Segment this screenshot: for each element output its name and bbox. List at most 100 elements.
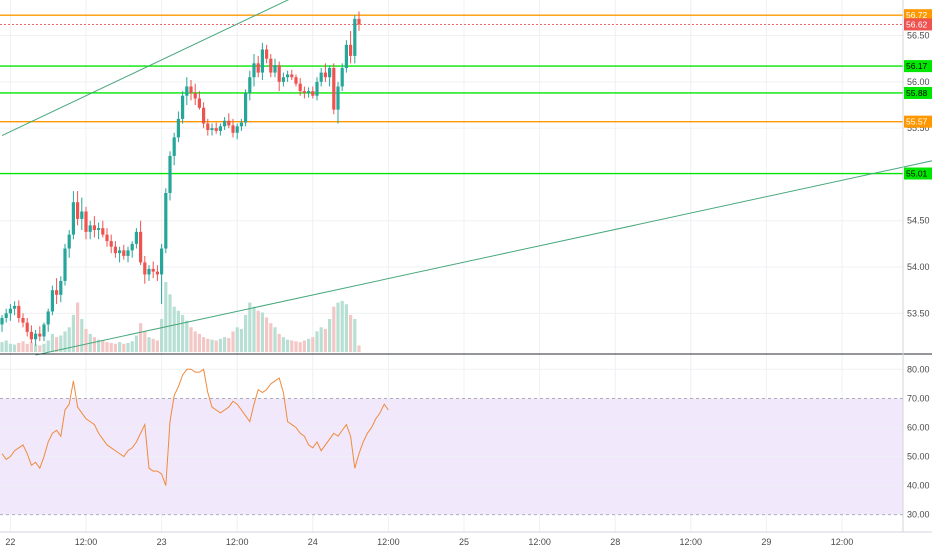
candle[interactable] bbox=[189, 80, 193, 101]
candle[interactable] bbox=[92, 216, 96, 238]
candle[interactable] bbox=[244, 89, 248, 127]
candle[interactable] bbox=[59, 276, 63, 303]
time-axis[interactable]: 22 12:00 23 12:00 24 12:00 25 12:00 28 12:00 29 12:… bbox=[0, 531, 932, 547]
candle[interactable] bbox=[13, 301, 17, 316]
rsi-tick-label: 40.00 bbox=[907, 481, 930, 491]
candle[interactable] bbox=[302, 86, 306, 99]
candle[interactable] bbox=[63, 243, 67, 286]
candle[interactable] bbox=[256, 55, 260, 78]
candle[interactable] bbox=[34, 330, 38, 346]
candle[interactable] bbox=[214, 122, 218, 134]
candle[interactable] bbox=[239, 118, 243, 131]
candle[interactable] bbox=[80, 197, 84, 230]
candle[interactable] bbox=[113, 241, 117, 258]
candle[interactable] bbox=[248, 70, 252, 101]
candle[interactable] bbox=[143, 255, 147, 284]
candle[interactable] bbox=[197, 91, 201, 110]
candle[interactable] bbox=[281, 72, 285, 87]
candle[interactable] bbox=[311, 86, 315, 99]
candle[interactable] bbox=[269, 54, 273, 78]
volume-bar bbox=[235, 327, 239, 352]
candle[interactable] bbox=[298, 78, 302, 96]
volume-bar bbox=[71, 314, 75, 352]
candle-body bbox=[202, 107, 206, 124]
candle-body bbox=[172, 137, 176, 156]
candle[interactable] bbox=[223, 117, 227, 130]
candle[interactable] bbox=[336, 81, 340, 124]
candle[interactable] bbox=[168, 151, 172, 201]
candle[interactable] bbox=[134, 228, 138, 249]
candle[interactable] bbox=[353, 15, 357, 64]
candle[interactable] bbox=[122, 244, 126, 260]
price-axis[interactable]: 53.50 54.00 54.50 55.50 56.00 56.50 30.00 40.00… bbox=[0, 0, 932, 532]
volume-bar bbox=[118, 342, 122, 352]
candle[interactable] bbox=[97, 222, 101, 240]
candle[interactable] bbox=[231, 118, 235, 138]
candle[interactable] bbox=[38, 326, 42, 342]
candle[interactable] bbox=[8, 304, 12, 321]
candle[interactable] bbox=[357, 11, 361, 31]
candle[interactable] bbox=[25, 317, 29, 337]
candle[interactable] bbox=[273, 58, 277, 78]
candle[interactable] bbox=[84, 206, 88, 240]
candle[interactable] bbox=[147, 265, 151, 281]
candle[interactable] bbox=[277, 61, 281, 92]
candle[interactable] bbox=[164, 188, 168, 254]
price-tick-label: 54.00 bbox=[907, 262, 930, 272]
candle[interactable] bbox=[210, 123, 214, 136]
candle[interactable] bbox=[294, 74, 298, 87]
candle[interactable] bbox=[126, 246, 130, 263]
candle[interactable] bbox=[206, 118, 210, 136]
candle[interactable] bbox=[130, 241, 134, 258]
candle[interactable] bbox=[286, 70, 290, 82]
candle[interactable] bbox=[227, 113, 231, 129]
candles[interactable] bbox=[0, 11, 361, 346]
candle[interactable] bbox=[160, 243, 164, 305]
volume-bar bbox=[269, 323, 273, 352]
candle[interactable] bbox=[328, 65, 332, 87]
candle[interactable] bbox=[139, 220, 143, 266]
candle[interactable] bbox=[260, 42, 264, 80]
candle[interactable] bbox=[252, 54, 256, 87]
candle[interactable] bbox=[340, 63, 344, 92]
candle[interactable] bbox=[202, 102, 206, 129]
candle[interactable] bbox=[307, 87, 311, 98]
candle-body bbox=[76, 202, 80, 219]
candle[interactable] bbox=[155, 265, 159, 281]
volume-bar bbox=[147, 337, 151, 352]
candle[interactable] bbox=[349, 30, 353, 64]
candle[interactable] bbox=[29, 325, 33, 343]
candle[interactable] bbox=[46, 308, 50, 332]
candle[interactable] bbox=[67, 230, 71, 258]
candle[interactable] bbox=[218, 123, 222, 136]
candle[interactable] bbox=[109, 234, 113, 254]
candle[interactable] bbox=[181, 91, 185, 124]
candle[interactable] bbox=[319, 67, 323, 87]
volume-bar bbox=[277, 333, 281, 352]
candle[interactable] bbox=[88, 220, 92, 240]
candle[interactable] bbox=[265, 44, 269, 64]
candle[interactable] bbox=[21, 313, 25, 328]
candle[interactable] bbox=[0, 315, 4, 332]
candle[interactable] bbox=[315, 77, 319, 101]
candle[interactable] bbox=[42, 322, 46, 342]
candle[interactable] bbox=[290, 69, 294, 80]
candle[interactable] bbox=[105, 228, 109, 247]
candle[interactable] bbox=[323, 63, 327, 82]
candle[interactable] bbox=[118, 246, 122, 263]
candle[interactable] bbox=[55, 278, 59, 305]
candle[interactable] bbox=[344, 40, 348, 73]
candle[interactable] bbox=[172, 132, 176, 166]
candle[interactable] bbox=[76, 191, 80, 226]
candle[interactable] bbox=[332, 63, 336, 115]
candle[interactable] bbox=[176, 111, 180, 143]
candle[interactable] bbox=[101, 220, 105, 238]
candle[interactable] bbox=[71, 191, 75, 240]
candle[interactable] bbox=[193, 83, 197, 105]
candle[interactable] bbox=[235, 123, 239, 140]
candle[interactable] bbox=[17, 300, 21, 323]
candle[interactable] bbox=[50, 285, 54, 316]
candle[interactable] bbox=[4, 308, 8, 323]
candle[interactable] bbox=[185, 77, 189, 105]
candle[interactable] bbox=[151, 261, 155, 279]
